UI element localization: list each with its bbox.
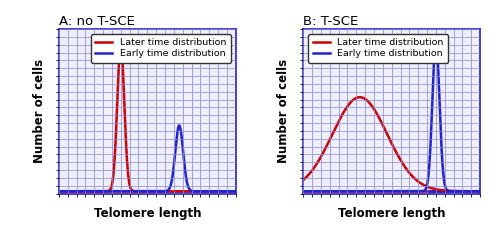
Early time distribution <box>137 190 143 193</box>
Y-axis label: Number of cells: Number of cells <box>277 59 290 163</box>
Legend: Later time distribution, Early time distribution: Later time distribution, Early time dist… <box>308 34 448 63</box>
Early time distribution <box>300 190 306 193</box>
Early time distribution <box>196 190 201 193</box>
Later time distribution <box>228 190 234 193</box>
Line: Early time distribution: Early time distribution <box>59 125 236 191</box>
Later time distribution <box>387 137 392 140</box>
Early time distribution <box>228 190 234 193</box>
Early time distribution <box>386 190 392 193</box>
Line: Later time distribution: Later time distribution <box>303 97 480 191</box>
Y-axis label: Number of cells: Number of cells <box>33 59 46 163</box>
Early time distribution <box>309 190 315 193</box>
Later time distribution <box>300 179 306 182</box>
Early time distribution <box>228 190 234 193</box>
Early time distribution <box>176 124 182 127</box>
X-axis label: Telomere length: Telomere length <box>338 207 445 220</box>
Later time distribution <box>477 190 483 193</box>
Later time distribution <box>137 190 143 193</box>
Early time distribution <box>440 165 445 168</box>
Early time distribution <box>233 190 239 193</box>
Later time distribution <box>309 169 315 172</box>
X-axis label: Telomere length: Telomere length <box>94 207 201 220</box>
Early time distribution <box>142 190 148 193</box>
Early time distribution <box>472 190 478 193</box>
Later time distribution <box>440 189 445 192</box>
Line: Later time distribution: Later time distribution <box>59 45 236 191</box>
Line: Early time distribution: Early time distribution <box>303 41 480 191</box>
Text: B: T-SCE: B: T-SCE <box>303 15 358 28</box>
Later time distribution <box>472 190 478 193</box>
Later time distribution <box>228 190 234 193</box>
Later time distribution <box>56 190 62 193</box>
Early time distribution <box>56 190 62 193</box>
Later time distribution <box>142 190 148 193</box>
Early time distribution <box>472 190 478 193</box>
Early time distribution <box>433 39 439 42</box>
Legend: Later time distribution, Early time distribution: Later time distribution, Early time dist… <box>91 34 231 63</box>
Later time distribution <box>233 190 239 193</box>
Early time distribution <box>477 190 483 193</box>
Later time distribution <box>118 44 124 47</box>
Later time distribution <box>65 190 71 193</box>
Early time distribution <box>65 190 71 193</box>
Later time distribution <box>196 190 201 193</box>
Later time distribution <box>382 127 388 130</box>
Early time distribution <box>382 190 388 193</box>
Later time distribution <box>472 190 478 193</box>
Later time distribution <box>357 96 363 99</box>
Text: A: no T-SCE: A: no T-SCE <box>59 15 135 28</box>
